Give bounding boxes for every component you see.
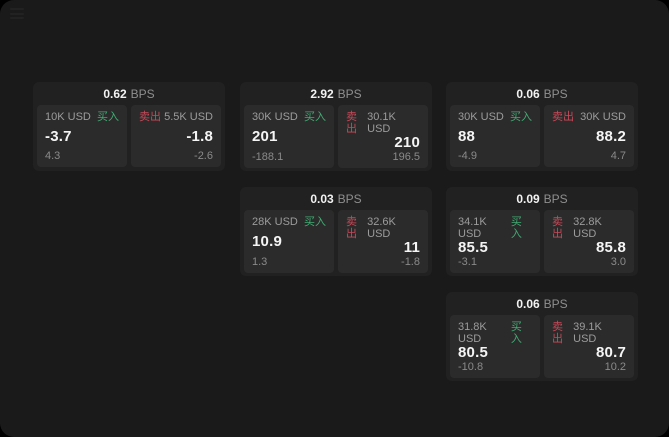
sell-panel[interactable]: 卖出 5.5K USD -1.8 -2.6 [131,105,221,167]
buy-size: 10K USD [45,111,91,123]
sell-label: 卖出 [346,216,357,240]
bps-unit-label: BPS [543,87,568,101]
sell-label: 卖出 [139,111,161,123]
bps-unit-label: BPS [130,87,155,101]
buy-label: 买入 [510,111,532,123]
buy-size: 28K USD [252,216,298,228]
buy-panel[interactable]: 31.8K USD 买入 80.5 -10.8 [450,315,540,378]
bps-value: 0.03 [310,192,334,206]
sell-price: 210 [394,134,420,151]
sell-size: 30K USD [580,111,626,123]
bps-value: 0.06 [516,87,540,101]
buy-panel[interactable]: 34.1K USD 买入 85.5 -3.1 [450,210,540,273]
buy-panel[interactable]: 30K USD 买入 88 -4.9 [450,105,540,167]
sell-price: 11 [403,239,420,256]
quote-card[interactable]: 0.62 BPS 10K USD 买入 -3.7 4.3 卖出 5.5K USD… [33,82,225,171]
menu-icon[interactable] [10,8,24,19]
bps-unit-label: BPS [337,87,362,101]
quote-card[interactable]: 0.03 BPS 28K USD 买入 10.9 1.3 卖出 32.6K US… [240,187,432,276]
buy-size: 31.8K USD [458,321,487,345]
bps-header: 0.62 BPS [33,82,225,103]
buy-delta: -10.8 [458,361,484,373]
buy-delta: -4.9 [458,150,477,162]
sell-size: 32.8K USD [573,216,602,240]
buy-panel[interactable]: 28K USD 买入 10.9 1.3 [244,210,334,273]
buy-label: 买入 [510,216,522,240]
sell-panel[interactable]: 卖出 32.8K USD 85.8 3.0 [544,210,634,273]
buy-panel[interactable]: 10K USD 买入 -3.7 4.3 [37,105,127,167]
sell-panel[interactable]: 卖出 32.6K USD 11 -1.8 [338,210,428,273]
sell-price: 85.8 [596,239,626,256]
sell-delta: 196.5 [392,151,420,163]
sell-panel[interactable]: 卖出 30K USD 88.2 4.7 [544,105,634,167]
sell-panel[interactable]: 卖出 30.1K USD 210 196.5 [338,105,428,168]
buy-delta: 1.3 [252,256,268,268]
buy-size: 30K USD [252,111,298,123]
buy-price: 201 [252,128,278,145]
buy-delta: -188.1 [252,151,284,163]
sell-delta: -1.8 [401,256,420,268]
buy-price: 88 [458,127,476,145]
sell-label: 卖出 [552,216,563,240]
sell-delta: 4.7 [610,150,626,162]
quote-card[interactable]: 0.06 BPS 30K USD 买入 88 -4.9 卖出 30K USD 8… [446,82,638,171]
buy-size: 30K USD [458,111,504,123]
sell-price: 88.2 [596,127,626,145]
sell-delta: 3.0 [610,256,626,268]
sell-delta: -2.6 [194,150,213,162]
bps-header: 0.06 BPS [446,292,638,313]
quote-card[interactable]: 2.92 BPS 30K USD 买入 201 -188.1 卖出 30.1K … [240,82,432,171]
buy-delta: -3.1 [458,256,477,268]
sell-size: 32.6K USD [367,216,396,240]
bps-value: 2.92 [310,87,334,101]
buy-price: -3.7 [45,127,72,145]
sell-label: 卖出 [552,321,563,345]
buy-delta: 4.3 [45,150,61,162]
buy-size: 34.1K USD [458,216,487,240]
quote-card[interactable]: 0.06 BPS 31.8K USD 买入 80.5 -10.8 卖出 39.1… [446,292,638,381]
buy-price: 85.5 [458,239,488,256]
sell-label: 卖出 [552,111,574,123]
buy-label: 买入 [510,321,522,345]
buy-label: 买入 [304,111,326,123]
sell-panel[interactable]: 卖出 39.1K USD 80.7 10.2 [544,315,634,378]
bps-unit-label: BPS [337,192,362,206]
bps-value: 0.06 [516,297,540,311]
bps-unit-label: BPS [543,297,568,311]
bps-header: 0.03 BPS [240,187,432,208]
sell-size: 30.1K USD [367,111,396,135]
sell-size: 5.5K USD [164,111,213,123]
buy-panel[interactable]: 30K USD 买入 201 -188.1 [244,105,334,168]
buy-label: 买入 [304,216,326,228]
bps-value: 0.62 [103,87,127,101]
bps-value: 0.09 [516,192,540,206]
sell-delta: 10.2 [604,361,626,373]
bps-header: 0.09 BPS [446,187,638,208]
sell-size: 39.1K USD [573,321,602,345]
bps-header: 0.06 BPS [446,82,638,103]
buy-price: 80.5 [458,344,488,361]
buy-label: 买入 [97,111,119,123]
sell-label: 卖出 [346,111,357,135]
sell-price: 80.7 [596,344,626,361]
quote-card[interactable]: 0.09 BPS 34.1K USD 买入 85.5 -3.1 卖出 32.8K… [446,187,638,276]
bps-header: 2.92 BPS [240,82,432,103]
bps-unit-label: BPS [543,192,568,206]
sell-price: -1.8 [186,127,213,145]
buy-price: 10.9 [252,233,282,250]
